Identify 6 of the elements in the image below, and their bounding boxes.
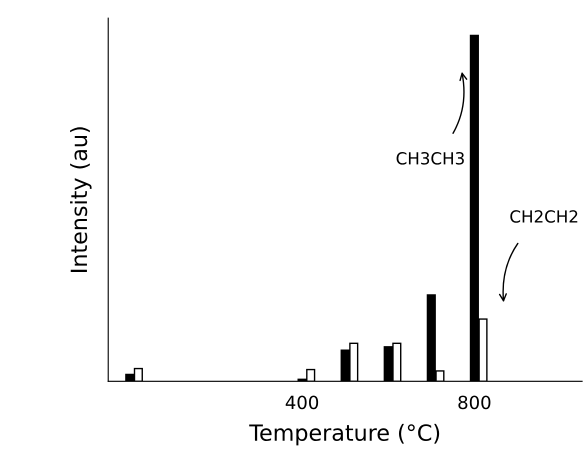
annotation: CH3CH3 [396, 152, 464, 165]
x-axis-title: Temperature (°C) [249, 424, 440, 446]
annotation: CH2CH2 [510, 210, 578, 223]
x-tick-label: 400 [286, 396, 318, 410]
x-tick-label: 800 [458, 396, 490, 410]
y-axis-title: Intensity (au) [70, 127, 92, 272]
